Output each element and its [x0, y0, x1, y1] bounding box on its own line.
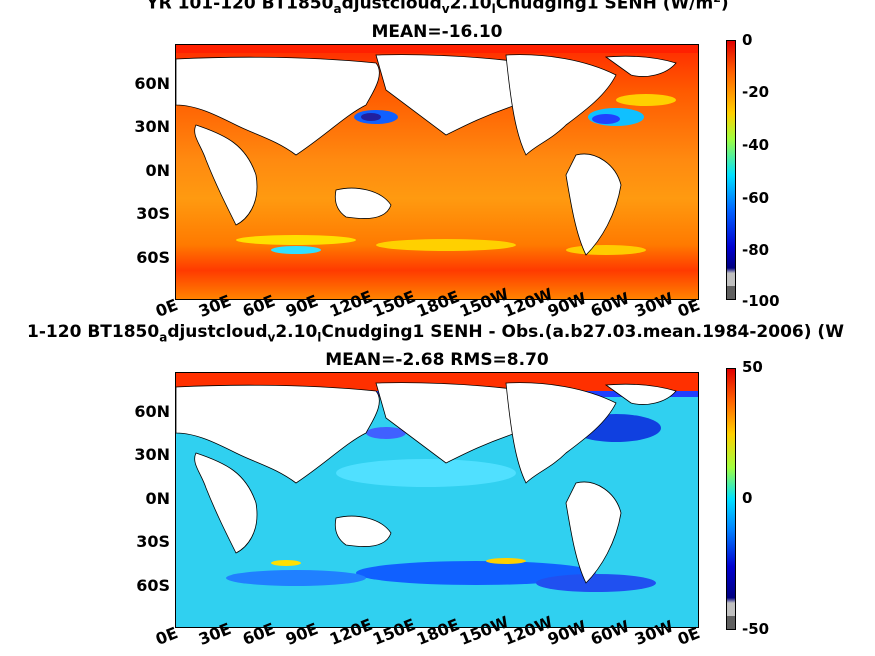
top-cbar-tick-5: -100 [742, 292, 780, 310]
top-ylabel-30s: 30S [136, 204, 170, 223]
bottom-ylabel-30n: 30N [134, 445, 170, 464]
bottom-ylabel-60s: 60S [136, 576, 170, 595]
top-land [176, 45, 698, 256]
bottom-map-panel [175, 372, 699, 628]
top-cbar-tick-4: -80 [742, 241, 770, 259]
bottom-colorbar [726, 368, 736, 630]
bottom-cbar-tick-2: -50 [742, 620, 770, 638]
top-mean-label: MEAN=-16.10 [371, 22, 503, 42]
top-colorbar [726, 40, 736, 300]
top-ylabel-0n: 0N [145, 161, 170, 180]
bottom-mean-label: MEAN=-2.68 RMS=8.70 [325, 350, 549, 370]
top-cbar-tick-1: -20 [742, 83, 770, 101]
top-ylabel-60n: 60N [134, 74, 170, 93]
top-ylabel-30n: 30N [134, 117, 170, 136]
top-map-svg [176, 45, 698, 299]
top-ylabel-60s: 60S [136, 248, 170, 267]
bottom-land [176, 382, 677, 584]
top-cbar-tick-2: -40 [742, 136, 770, 154]
top-cbar-tick-3: -60 [742, 189, 770, 207]
bottom-cbar-tick-0: 50 [742, 358, 763, 376]
bottom-ylabel-30s: 30S [136, 532, 170, 551]
top-cbar-tick-0: 0 [742, 31, 753, 49]
top-map-panel [175, 44, 699, 300]
bottom-cbar-tick-1: 0 [742, 489, 753, 507]
top-title: YR 101-120 BT1850adjustcloudv2.10lCnudgi… [146, 0, 729, 17]
bottom-map-svg [176, 373, 698, 627]
bottom-title: 1-120 BT1850adjustcloudv2.10lCnudging1 S… [27, 322, 844, 345]
bottom-ylabel-60n: 60N [134, 402, 170, 421]
bottom-ylabel-0n: 0N [145, 489, 170, 508]
